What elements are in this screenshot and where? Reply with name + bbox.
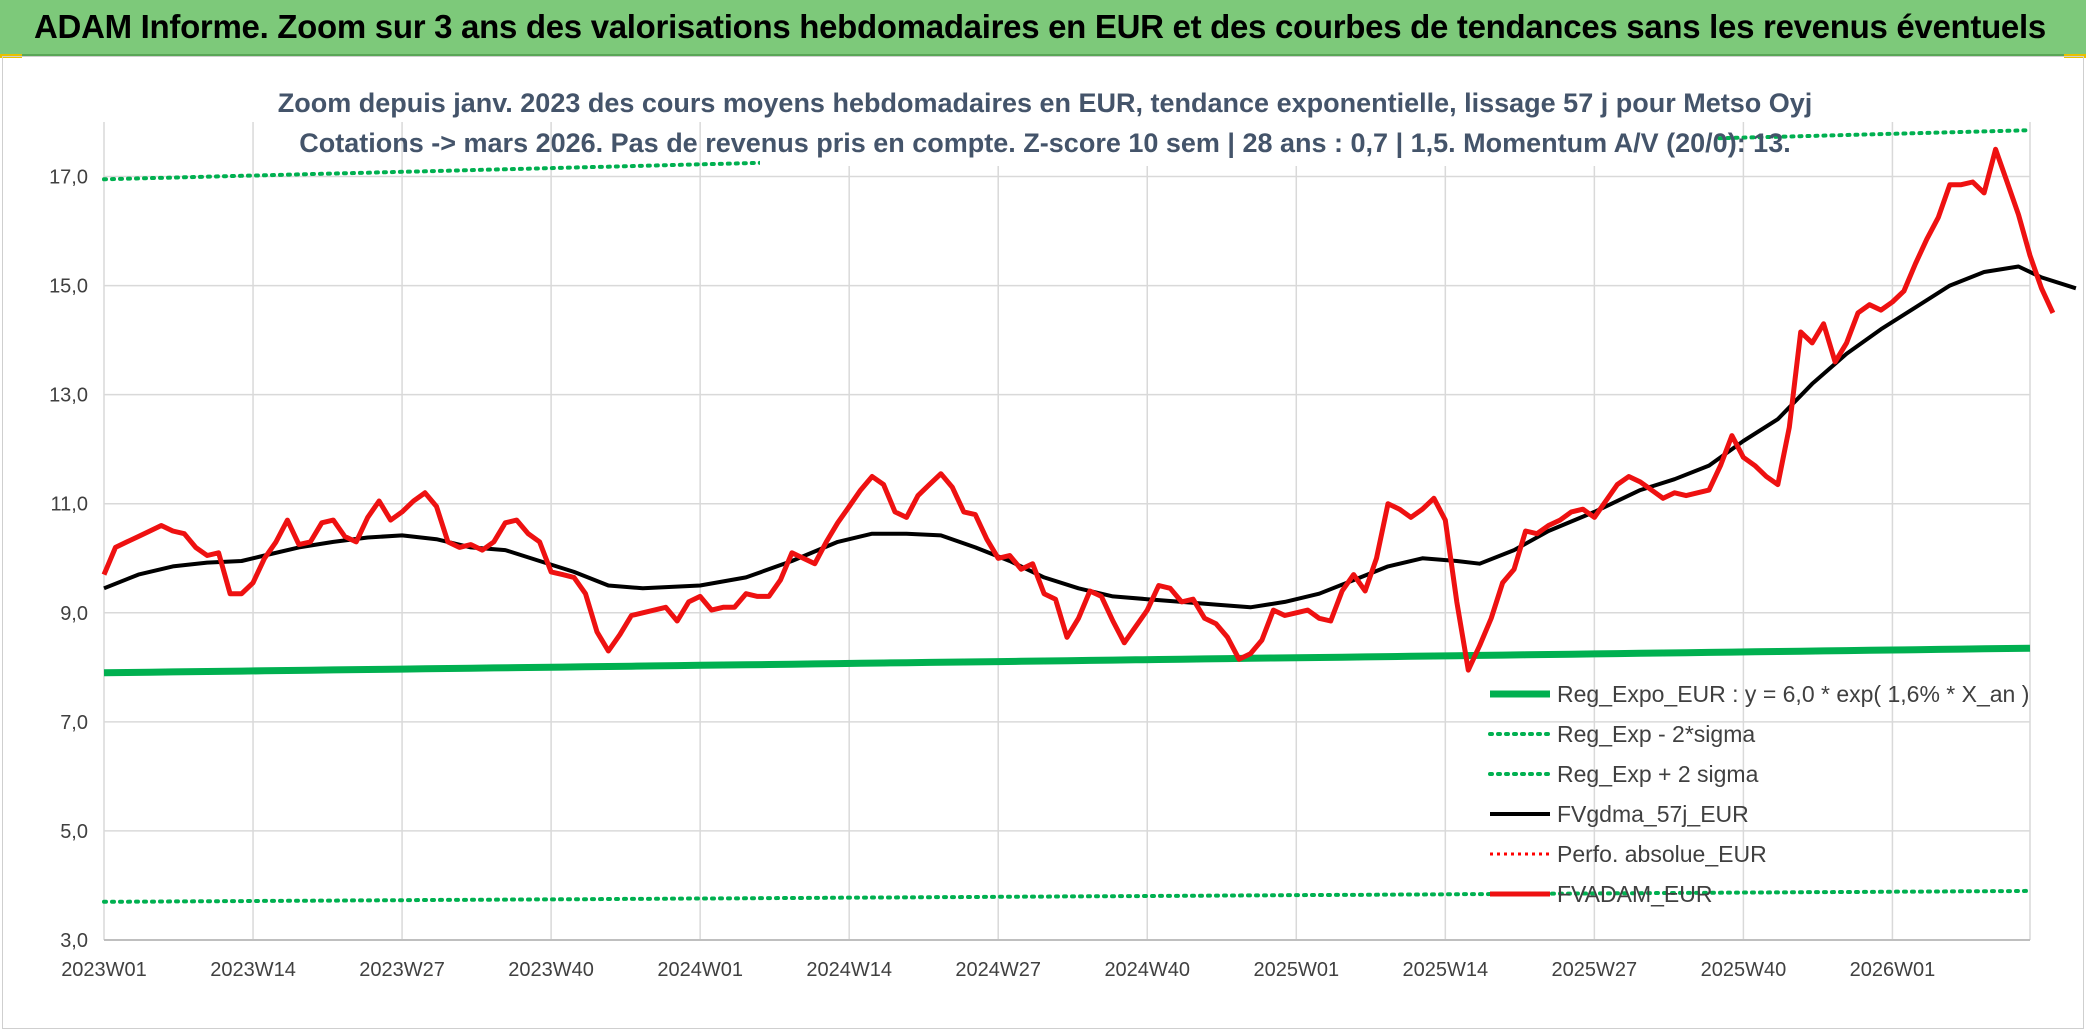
y-tick-label: 13,0 [49,385,88,407]
y-axis-tick-labels: 3,0 5,0 7,0 9,0 11,0 13,0 15,0 17,0 [49,167,88,952]
y-tick-label: 15,0 [49,276,88,298]
chart-subtitle-line2: Cotations -> mars 2026. Pas de revenus p… [299,128,1790,158]
x-tick-label: 2026W01 [1850,959,1936,981]
legend-label: Reg_Exp - 2*sigma [1557,721,1755,747]
x-tick-label: 2025W14 [1403,959,1489,981]
series-fvgdma-57j-eur [103,264,2077,610]
x-tick-label: 2024W01 [657,959,743,981]
chart-legend: Reg_Expo_EUR : y = 6,0 * exp( 1,6% * X_a… [1488,681,2029,907]
x-tick-label: 2024W14 [806,959,892,981]
x-tick-label: 2023W01 [61,959,147,981]
x-axis-tick-labels: 2023W01 2023W14 2023W27 2023W40 2024W01 2024W… [61,959,1935,981]
chart-frame [2,56,2084,1029]
x-tick-label: 2024W27 [955,959,1041,981]
subtitle-background [760,118,1715,166]
x-tick-label: 2025W40 [1701,959,1787,981]
legend-label: FVgdma_57j_EUR [1557,801,1749,827]
header-banner: ADAM Informe. Zoom sur 3 ans des valoris… [0,0,2086,56]
y-tick-label: 17,0 [49,167,88,189]
series-reg-exp-minus-2sigma [102,888,2032,904]
page-title: ADAM Informe. Zoom sur 3 ans des valoris… [34,8,2046,45]
series-reg-expo-eur [103,644,2031,677]
x-tick-label: 2023W14 [210,959,296,981]
x-tick-label: 2024W40 [1104,959,1190,981]
legend-label: Reg_Exp + 2 sigma [1557,761,1759,787]
x-tick-label: 2025W27 [1552,959,1638,981]
x-tick-label: 2023W27 [359,959,445,981]
y-tick-label: 3,0 [60,930,88,952]
y-tick-label: 9,0 [60,603,88,625]
chart-grid [103,122,2031,941]
y-tick-label: 11,0 [51,494,88,516]
y-tick-label: 5,0 [60,821,88,843]
legend-label: Perfo. absolue_EUR [1557,841,1767,867]
y-tick-label: 7,0 [60,712,88,734]
series-fvadam-eur [101,146,2056,673]
legend-label: Reg_Expo_EUR : y = 6,0 * exp( 1,6% * X_a… [1557,681,2029,707]
chart-subtitle-line1: Zoom depuis janv. 2023 des cours moyens … [278,88,1812,118]
legend-label: FVADAM_EUR [1557,881,1713,907]
series-lines [101,128,2077,904]
x-tick-label: 2023W40 [508,959,594,981]
x-tick-label: 2025W01 [1253,959,1339,981]
